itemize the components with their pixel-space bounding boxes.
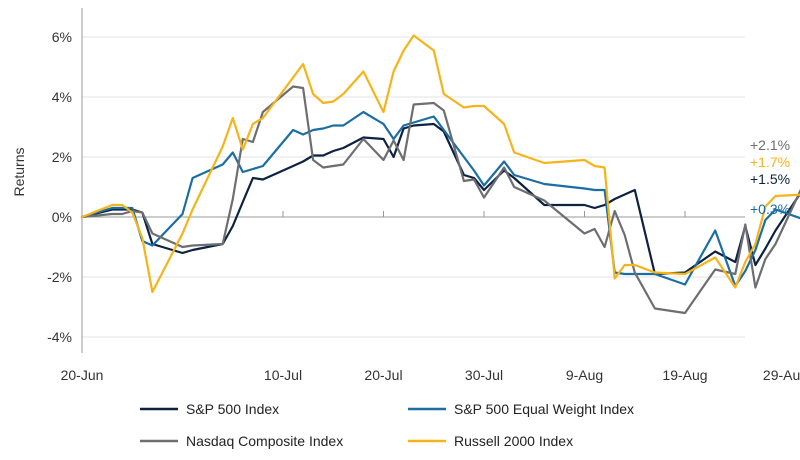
y-tick-label: 6% (52, 29, 72, 45)
x-tick-label: 20-Jul (364, 367, 402, 383)
legend: S&P 500 Index S&P 500 Equal Weight Index N… (140, 401, 634, 449)
y-tick-label: -2% (47, 269, 72, 285)
x-tick-label: 10-Jul (264, 367, 302, 383)
legend-item: Nasdaq Composite Index (140, 433, 343, 449)
legend-item: S&P 500 Index (140, 401, 279, 417)
y-axis: -4% -2% 0% 2% 4% 6% (47, 8, 83, 353)
y-tick-label: -4% (47, 329, 72, 345)
y-tick-label: 0% (52, 209, 72, 225)
legend-label: Russell 2000 Index (454, 433, 573, 449)
series-line-russell-2000-index (80, 34, 800, 294)
legend-label: Nasdaq Composite Index (186, 433, 343, 449)
end-labels: +1.5% +0.3% +2.1%+1.7% (750, 137, 790, 217)
end-label: +1.5% (750, 171, 790, 187)
y-axis-title: Returns (11, 147, 27, 196)
series-line-s-p-500-index (80, 122, 800, 276)
end-label: +0.3% (750, 201, 790, 217)
x-tick-label: 20-Jun (61, 367, 104, 383)
end-label: +2.1% (750, 137, 790, 153)
x-tick-label: 30-Jul (465, 367, 503, 383)
end-label: +1.7% (750, 154, 790, 170)
legend-item: Russell 2000 Index (408, 433, 573, 449)
series-line-s-p-500-equal-weight-index (80, 110, 800, 288)
legend-label: S&P 500 Index (186, 401, 279, 417)
y-tick-label: 4% (52, 89, 72, 105)
series-line-nasdaq-composite-index (80, 85, 800, 315)
y-tick-label: 2% (52, 149, 72, 165)
series-lines (80, 34, 800, 315)
x-tick-label: 29-Aug (763, 367, 800, 383)
x-tick-label: 19-Aug (662, 367, 707, 383)
legend-label: S&P 500 Equal Weight Index (454, 401, 634, 417)
legend-item: S&P 500 Equal Weight Index (408, 401, 634, 417)
x-tick-label: 9-Aug (566, 367, 603, 383)
x-axis: 20-Jun 10-Jul 20-Jul 30-Jul 9-Aug 19-Aug 29-Au… (61, 211, 800, 383)
